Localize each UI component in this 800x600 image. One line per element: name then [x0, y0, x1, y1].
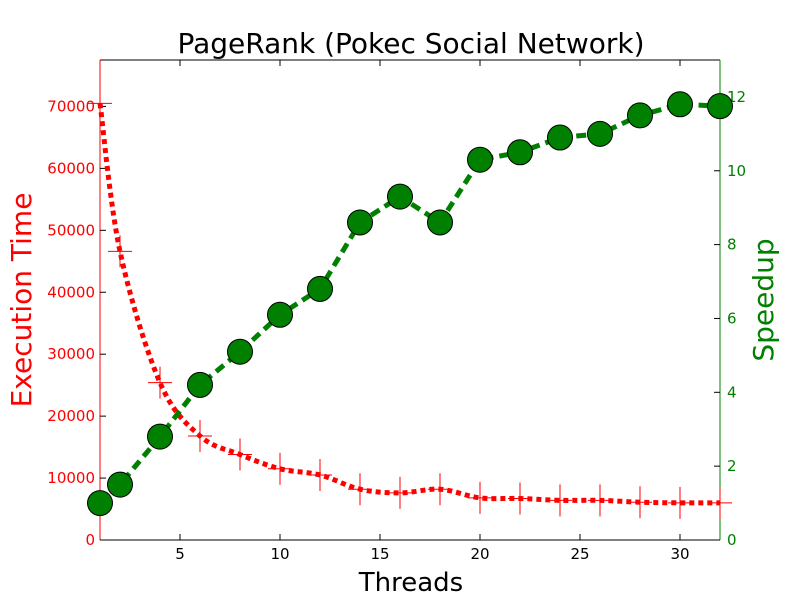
speedup-marker [187, 371, 213, 398]
y-right-tick-label: 10 [727, 162, 746, 180]
speedup-marker [547, 124, 573, 151]
y-right-tick-label: 6 [727, 309, 737, 327]
y-right-tick-label: 2 [727, 457, 737, 475]
y-right-tick-label: 4 [727, 383, 737, 401]
speedup-marker [387, 183, 413, 210]
speedup-marker [107, 471, 133, 498]
y-left-tick-label: 40000 [47, 283, 95, 301]
speedup-line [98, 101, 721, 505]
speedup-marker [667, 91, 693, 118]
x-tick-label: 25 [570, 545, 589, 563]
speedup-marker [347, 209, 373, 236]
y-left-tick-label: 70000 [47, 97, 95, 115]
plot-area: 5 10 15 20 25 3001000020000300004000050000600… [47, 59, 746, 563]
y-left-tick-label: 20000 [47, 407, 95, 425]
execution-time-line [97, 103, 721, 506]
speedup-marker [87, 490, 113, 517]
speedup-marker [467, 146, 493, 173]
x-tick-label: 5 [175, 545, 185, 563]
y-left-tick-label: 60000 [47, 159, 95, 177]
speedup-marker [507, 139, 533, 166]
y-left-tick-label: 10000 [47, 469, 95, 487]
y-left-tick-label: 30000 [47, 345, 95, 363]
speedup-marker [627, 102, 653, 129]
y-left-tick-label: 50000 [47, 221, 95, 239]
x-axis-label: Threads [358, 568, 463, 598]
x-tick-label: 15 [370, 545, 389, 563]
speedup-marker [307, 275, 333, 302]
speedup-marker [227, 338, 253, 365]
speedup-marker [147, 423, 173, 450]
speedup-marker [707, 93, 733, 120]
x-tick-label: 20 [470, 545, 489, 563]
speedup-marker [267, 301, 293, 328]
x-tick-label: 10 [270, 545, 289, 563]
speedup-marker [427, 209, 453, 236]
y-axis-right-label: Speedup [747, 238, 780, 361]
x-tick-label: 30 [670, 545, 689, 563]
y-right-tick-label: 0 [727, 531, 737, 549]
speedup-marker [587, 120, 613, 147]
y-right-tick-label: 8 [727, 236, 737, 254]
y-axis-left-label: Execution Time [5, 193, 38, 408]
y-left-tick-label: 0 [85, 531, 95, 549]
chart-title: PageRank (Pokec Social Network) [177, 27, 644, 60]
